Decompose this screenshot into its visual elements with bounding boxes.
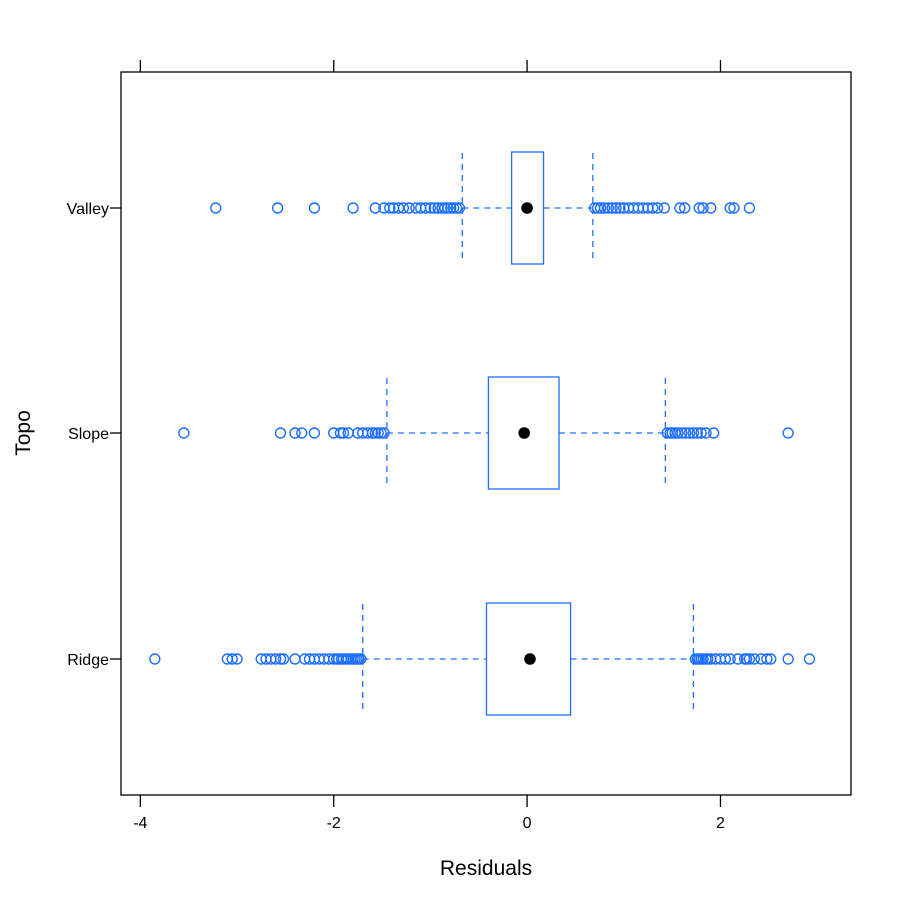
outlier-point <box>450 202 463 214</box>
outlier-point <box>674 202 686 214</box>
outlier-point <box>445 202 457 214</box>
top-axis-ticks <box>139 60 722 72</box>
outlier-point <box>658 202 671 214</box>
x-tick-label: 2 <box>716 815 725 832</box>
median-dot <box>521 202 533 214</box>
outlier-point <box>724 202 736 214</box>
x-axis-title: Residuals <box>440 857 532 880</box>
outlier-point <box>271 202 284 214</box>
outlier-point <box>761 653 773 665</box>
outlier-point <box>369 202 381 214</box>
outlier-point <box>697 202 709 214</box>
outlier-point <box>337 427 350 439</box>
outlier-point <box>598 202 611 214</box>
outlier-point <box>594 202 607 214</box>
x-tick-label: -4 <box>133 815 147 832</box>
median-dot <box>518 427 530 439</box>
outlier-point <box>740 653 753 665</box>
median-dot <box>524 653 536 665</box>
outlier-point <box>782 427 794 439</box>
outlier-point <box>308 202 321 214</box>
outlier-point <box>732 653 744 665</box>
outlier-point <box>803 653 816 665</box>
x-tick-label: 0 <box>523 815 532 832</box>
outlier-point <box>610 202 622 214</box>
outlier-point <box>697 653 709 665</box>
outlier-point <box>226 653 238 665</box>
outlier-point <box>693 202 705 214</box>
y-axis-title: Topo <box>12 410 35 456</box>
outlier-point <box>672 427 684 439</box>
outlier-point <box>695 427 707 439</box>
outlier-point <box>372 427 384 439</box>
outlier-point <box>289 653 301 665</box>
outlier-point <box>424 202 437 214</box>
box-group <box>149 151 816 716</box>
outlier-point <box>289 427 301 439</box>
outlier-point <box>347 202 359 214</box>
y-tick-label: Valley <box>67 201 109 218</box>
outlier-point <box>210 202 222 214</box>
outlier-point <box>651 202 664 214</box>
outlier-point <box>602 202 615 214</box>
outlier-point <box>691 427 703 439</box>
outlier-point <box>403 202 415 214</box>
outlier-point <box>447 202 460 214</box>
outlier-point <box>178 427 190 439</box>
outlier-point <box>719 653 732 665</box>
box-ridge <box>149 602 816 716</box>
outlier-point <box>296 427 308 439</box>
outlier-point <box>728 202 740 214</box>
outlier-point <box>782 653 794 665</box>
y-tick-label: Ridge <box>67 652 109 669</box>
outlier-point <box>355 653 367 665</box>
box-valley <box>210 151 756 265</box>
outlier-point <box>277 653 290 665</box>
outlier-point <box>231 653 243 665</box>
outlier-point <box>755 653 767 665</box>
outlier-point <box>384 202 396 214</box>
outlier-point <box>436 202 448 214</box>
outlier-point <box>378 427 390 439</box>
outlier-point <box>274 427 287 439</box>
outlier-point <box>442 202 454 214</box>
outlier-point <box>606 202 618 214</box>
bottom-axis-ticks: -4 -2 0 2 <box>133 795 725 832</box>
y-axis-ticks: Ridge Slope Valley <box>67 201 121 669</box>
outlier-point <box>765 653 777 665</box>
outlier-point <box>683 427 696 439</box>
outlier-point <box>748 653 761 665</box>
outlier-point <box>708 427 720 439</box>
outlier-point <box>743 653 756 665</box>
outlier-point <box>274 653 287 665</box>
outlier-point <box>743 202 756 214</box>
outlier-point <box>308 427 321 439</box>
outlier-point <box>679 427 692 439</box>
outlier-point <box>453 202 466 214</box>
outlier-point <box>270 653 282 665</box>
x-tick-label: -2 <box>327 815 341 832</box>
outlier-point <box>705 202 717 214</box>
outlier-point <box>678 202 691 214</box>
outlier-point <box>419 202 432 214</box>
outlier-point <box>149 653 161 665</box>
outlier-point <box>369 427 381 439</box>
outlier-point <box>687 427 700 439</box>
y-tick-label: Slope <box>68 426 109 443</box>
outlier-point <box>366 427 379 439</box>
box-slope <box>178 376 794 490</box>
outlier-point <box>334 427 347 439</box>
outlier-point <box>375 427 387 439</box>
outlier-point <box>676 427 688 439</box>
outlier-point <box>724 653 736 665</box>
outlier-point <box>702 653 714 665</box>
outlier-point <box>647 202 659 214</box>
outlier-point <box>700 427 712 439</box>
outlier-point <box>439 202 451 214</box>
outlier-point <box>614 202 626 214</box>
outlier-point <box>397 202 410 214</box>
